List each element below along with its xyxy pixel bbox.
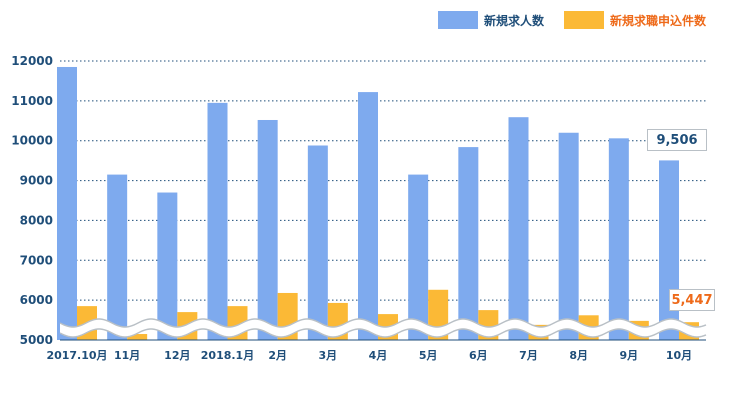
bar-job-applications [127,334,148,340]
x-tick-label: 3月 [319,349,338,362]
bar-job-openings [307,145,328,340]
bar-job-openings [659,160,679,340]
legend-label-job-openings: 新規求人数 [484,13,545,28]
y-tick-label: 5000 [20,333,53,347]
axis-break-band [60,319,706,337]
y-tick-label: 11000 [11,94,53,108]
callout-latest-job-openings: 9,506 [647,129,707,152]
bar-job-openings [257,119,278,340]
x-tick-label: 2月 [268,349,287,362]
x-tick-label: 9月 [620,349,639,362]
bar-job-openings [157,192,178,340]
bar-job-openings [107,174,128,340]
axis-break-line-top [59,318,707,328]
bar-job-openings [558,132,579,340]
x-tick-label: 8月 [569,349,588,362]
bar-job-openings [207,102,228,340]
y-tick-label: 12000 [11,54,53,68]
x-tick-label: 2018.1月 [201,349,254,362]
legend-swatch-job-openings [438,11,478,29]
y-tick-label: 6000 [20,293,53,307]
bar-job-openings [608,138,629,340]
bar-job-openings [508,117,529,340]
y-tick-label: 7000 [20,253,53,267]
x-tick-label: 12月 [164,349,190,362]
y-tick-label: 8000 [20,213,53,227]
y-tick-label: 10000 [11,134,53,148]
legend-swatch-job-applications [564,11,604,29]
legend-item-job-openings: 新規求人数 [438,10,544,30]
bar-job-openings [57,66,77,340]
axis-break-line-bottom [59,328,707,338]
x-tick-label: 6月 [469,349,488,362]
bar-job-openings [358,92,378,341]
bar-job-openings [458,147,479,340]
x-tick-label: 4月 [369,349,388,362]
legend-item-job-applications: 新規求職申込件数 [564,10,706,30]
x-tick-label: 5月 [419,349,438,362]
x-tick-label: 2017.10月 [46,349,107,362]
callout-latest-job-applications: 5,447 [669,289,715,312]
legend-label-job-applications: 新規求職申込件数 [610,13,707,28]
bar-job-openings [408,174,429,340]
x-tick-label: 10月 [666,349,692,362]
x-tick-label: 11月 [114,349,140,362]
x-tick-label: 7月 [519,349,538,362]
y-tick-label: 9000 [20,174,53,188]
